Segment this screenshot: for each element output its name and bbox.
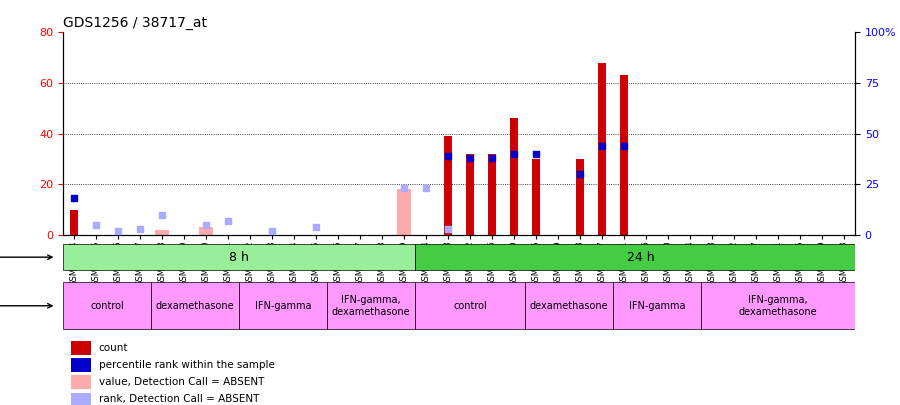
- FancyBboxPatch shape: [239, 282, 327, 330]
- Point: [397, 185, 411, 192]
- Point: [441, 153, 455, 159]
- Text: dexamethasone: dexamethasone: [530, 301, 608, 311]
- Bar: [466, 154, 474, 235]
- Point: [507, 151, 521, 157]
- Text: 8 h: 8 h: [230, 251, 249, 264]
- Text: rank, Detection Call = ABSENT: rank, Detection Call = ABSENT: [99, 394, 259, 405]
- FancyBboxPatch shape: [415, 282, 525, 330]
- Bar: [510, 118, 518, 235]
- Bar: [199, 227, 213, 235]
- Bar: [397, 190, 411, 235]
- Bar: [576, 159, 584, 235]
- Text: IFN-gamma,
dexamethasone: IFN-gamma, dexamethasone: [739, 295, 817, 317]
- Point: [616, 143, 631, 149]
- FancyBboxPatch shape: [327, 282, 415, 330]
- Text: time: time: [0, 252, 52, 262]
- Point: [595, 143, 609, 149]
- FancyBboxPatch shape: [151, 282, 239, 330]
- Bar: [71, 375, 91, 389]
- Bar: [598, 63, 606, 235]
- Text: value, Detection Call = ABSENT: value, Detection Call = ABSENT: [99, 377, 264, 387]
- FancyBboxPatch shape: [701, 282, 855, 330]
- Text: control: control: [90, 301, 124, 311]
- FancyBboxPatch shape: [63, 244, 415, 270]
- Point: [199, 222, 213, 228]
- Point: [309, 224, 323, 230]
- Point: [220, 217, 235, 224]
- Point: [463, 155, 477, 161]
- Point: [67, 195, 81, 202]
- Text: control: control: [453, 301, 487, 311]
- Text: 24 h: 24 h: [626, 251, 654, 264]
- Bar: [71, 358, 91, 372]
- Point: [418, 185, 433, 192]
- Point: [111, 228, 125, 234]
- Text: count: count: [99, 343, 128, 353]
- Point: [133, 226, 148, 232]
- Point: [441, 226, 455, 232]
- Point: [529, 151, 544, 157]
- Bar: [155, 230, 169, 235]
- Point: [572, 171, 587, 177]
- Text: IFN-gamma,
dexamethasone: IFN-gamma, dexamethasone: [332, 295, 410, 317]
- Point: [265, 228, 279, 234]
- Bar: [532, 159, 540, 235]
- Text: GDS1256 / 38717_at: GDS1256 / 38717_at: [63, 16, 207, 30]
- Bar: [445, 136, 452, 235]
- FancyBboxPatch shape: [525, 282, 613, 330]
- Point: [155, 211, 169, 218]
- Point: [485, 155, 500, 161]
- Point: [89, 222, 104, 228]
- FancyBboxPatch shape: [63, 282, 151, 330]
- FancyBboxPatch shape: [613, 282, 701, 330]
- FancyBboxPatch shape: [415, 244, 866, 270]
- Text: IFN-gamma: IFN-gamma: [629, 301, 685, 311]
- Text: IFN-gamma: IFN-gamma: [255, 301, 311, 311]
- Bar: [620, 75, 628, 235]
- Bar: [70, 210, 78, 235]
- Text: agent: agent: [0, 301, 52, 311]
- Text: dexamethasone: dexamethasone: [156, 301, 234, 311]
- Bar: [488, 154, 496, 235]
- Bar: [71, 392, 91, 405]
- Text: percentile rank within the sample: percentile rank within the sample: [99, 360, 274, 370]
- Bar: [71, 341, 91, 355]
